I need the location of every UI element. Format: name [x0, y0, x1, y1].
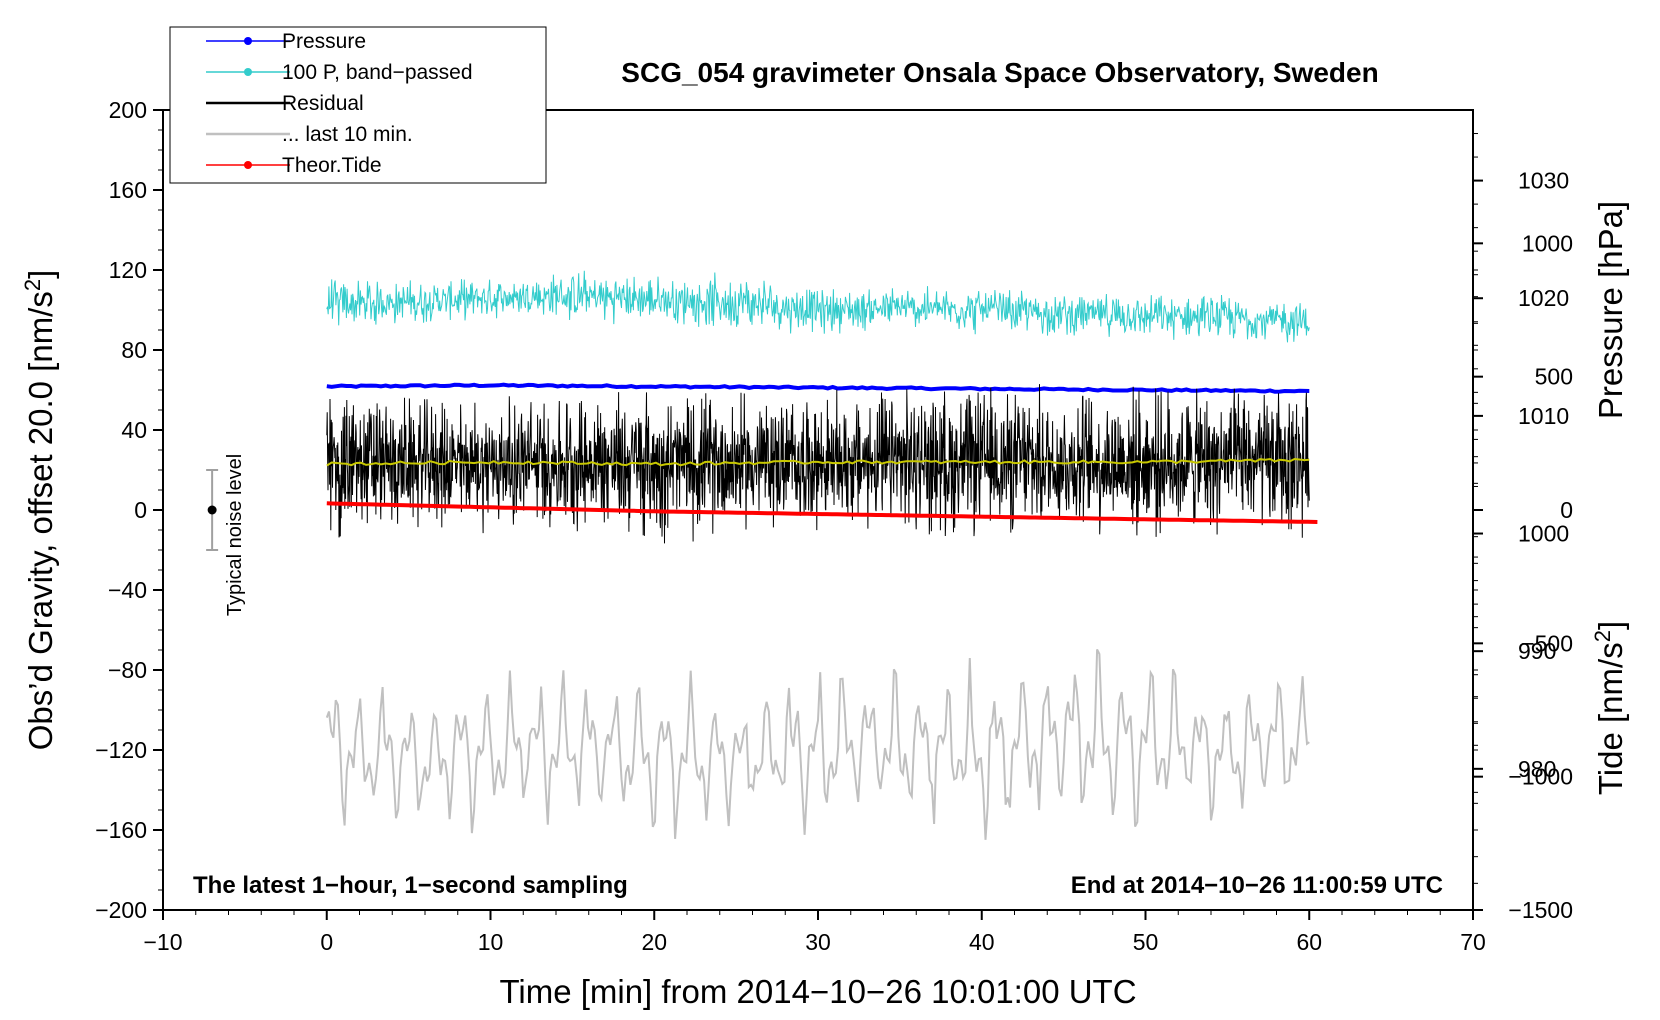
y-tick-label: 160	[109, 177, 147, 203]
legend-label-theor-tide: Theor.Tide	[282, 154, 382, 177]
y-tick-label: 0	[134, 497, 147, 523]
x-tick-label: −10	[143, 929, 182, 955]
pressure-tick-label: 1000	[1518, 521, 1569, 547]
x-tick-label: 10	[478, 929, 504, 955]
legend-marker-theor-tide	[244, 161, 252, 169]
series-last-10-min	[325, 648, 1310, 840]
legend-label-100-p-band-passed: 100 P, band−passed	[282, 61, 473, 84]
left-axis-title-main: Obs’d Gravity, offset 20.0 [nm/s	[22, 291, 59, 750]
tide-axis-title-sup: 2	[1590, 630, 1615, 642]
series-100-p-band-passed	[326, 270, 1310, 343]
y-tick-label: 80	[121, 337, 147, 363]
left-axis-title-end: ]	[22, 270, 59, 279]
noise-level-bar	[206, 469, 219, 551]
series-residual	[326, 384, 1310, 544]
pressure-tick-label: 1010	[1518, 403, 1569, 429]
x-tick-label: 30	[805, 929, 831, 955]
y-tick-label: 200	[109, 97, 147, 123]
left-axis-title: Obs’d Gravity, offset 20.0 [nm/s2]	[20, 270, 59, 751]
pressure-tick-label: 990	[1518, 638, 1556, 664]
tide-axis-title: Tide [nm/s2]	[1590, 621, 1629, 795]
legend-label-last-10-min: ... last 10 min.	[282, 123, 413, 146]
legend-label-pressure: Pressure	[282, 30, 366, 53]
tide-tick-label: 500	[1535, 364, 1573, 390]
y-tick-label: −40	[108, 577, 147, 603]
y-tick-label: −120	[95, 737, 147, 763]
series-residual-smoothed	[326, 457, 1310, 467]
noise-level-label: Typical noise level	[224, 454, 246, 616]
y-tick-label: −200	[95, 897, 147, 923]
chart-title: SCG_054 gravimeter Onsala Space Observat…	[621, 57, 1378, 88]
legend-box	[169, 26, 547, 184]
tide-axis-title-main: Tide [nm/s	[1592, 642, 1629, 795]
y-tick-label: −80	[108, 657, 147, 683]
x-tick-label: 60	[1296, 929, 1322, 955]
tide-axis-title-end: ]	[1592, 621, 1629, 630]
tide-tick-label: −1500	[1508, 897, 1573, 923]
tide-tick-label: −500	[1521, 630, 1573, 656]
noise-bar-center	[207, 505, 217, 515]
y-tick-label: 120	[109, 257, 147, 283]
x-tick-label: 0	[320, 929, 333, 955]
right-y-axis: 1030 1020 1010 1000 990 980 1000 500 0 −500 −1000 −…	[1473, 133, 1573, 923]
legend-marker-100-p-band-passed	[244, 68, 252, 76]
x-axis: −10 0 10 20 30 40 50 60 70	[143, 910, 1486, 955]
legend-marker-pressure	[244, 37, 252, 45]
y-tick-label: −160	[95, 817, 147, 843]
x-axis-title: Time [min] from 2014−10−26 10:01:00 UTC	[499, 973, 1136, 1010]
pressure-tick-label: 980	[1518, 756, 1556, 782]
tide-tick-label: −1000	[1508, 764, 1573, 790]
left-axis-title-sup: 2	[20, 279, 45, 291]
series-theor-tide	[326, 501, 1318, 524]
pressure-tick-label: 1020	[1518, 285, 1569, 311]
legend: Pressure 100 P, band−passed Residual ... la…	[169, 26, 547, 184]
x-tick-label: 70	[1460, 929, 1486, 955]
series-pressure	[326, 382, 1310, 394]
tide-tick-label: 1000	[1522, 230, 1573, 256]
legend-label-residual: Residual	[282, 92, 364, 115]
x-tick-label: 40	[969, 929, 995, 955]
series-layer	[325, 270, 1318, 840]
pressure-axis-title: Pressure [hPa]	[1592, 201, 1629, 419]
pressure-tick-label: 1030	[1518, 168, 1569, 194]
tide-tick-label: 0	[1560, 497, 1573, 523]
x-tick-label: 20	[641, 929, 667, 955]
sampling-annotation: The latest 1−hour, 1−second sampling	[193, 872, 628, 899]
left-y-axis: 200 160 120 80 40 0 −40 −80 −120 −160 −200	[95, 97, 163, 923]
y-tick-label: 40	[121, 417, 147, 443]
x-tick-label: 50	[1133, 929, 1159, 955]
end-time-annotation: End at 2014−10−26 11:00:59 UTC	[1071, 872, 1443, 899]
